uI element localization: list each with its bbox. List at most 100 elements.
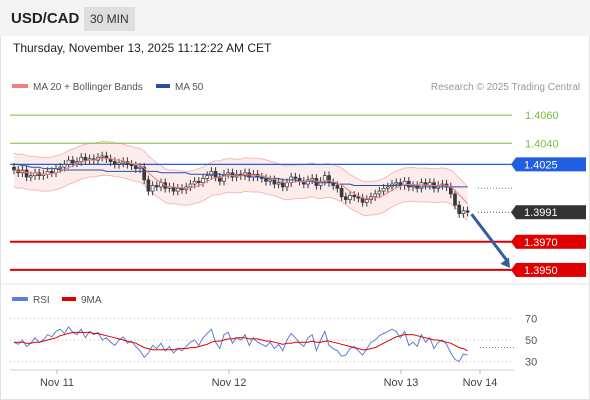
credit-text: Research © 2025 Trading Central [431, 82, 580, 93]
bollinger-band-fill [14, 141, 468, 221]
candle-body [201, 178, 205, 184]
candle-body [196, 180, 201, 184]
level-tag-pointer [511, 234, 516, 249]
projection-arrow-shaft [470, 213, 510, 263]
candle-body [192, 180, 197, 185]
candle-body [461, 210, 466, 214]
candle-body [268, 179, 273, 182]
ma50-legend-swatch [156, 84, 170, 88]
candle-body [453, 193, 457, 206]
level-tag-pointer [511, 157, 516, 172]
candle-body [62, 164, 67, 168]
candle-body [150, 185, 155, 192]
candle-body [339, 187, 344, 198]
candle-body [58, 166, 63, 169]
time-axis-ticks: Nov 11 Nov 12 Nov 13 Nov 14 [40, 370, 497, 389]
candle-body [226, 172, 231, 175]
rsi-tick-label: 70 [525, 313, 537, 325]
candle-body [133, 165, 138, 169]
candle-body [293, 176, 298, 179]
bb-legend-swatch [12, 84, 28, 88]
symbol-title: USD/CAD [11, 10, 80, 27]
level-tag-label: 1.3970 [524, 237, 558, 249]
candle-body [100, 155, 105, 158]
level-tag-bg [516, 262, 586, 277]
level-label: 1.4060 [525, 110, 559, 122]
candle-body [222, 173, 226, 182]
candle-body [142, 166, 147, 181]
candle-body [356, 196, 361, 199]
candle-body [129, 164, 134, 167]
candle-body [385, 186, 390, 189]
level-tag-pointer [511, 262, 516, 277]
candle-body [381, 187, 386, 192]
level-tag-pointer [511, 205, 516, 220]
candle-body [154, 185, 159, 188]
candle-body [306, 179, 310, 185]
rsi-ma-line [14, 331, 468, 352]
candle-body [79, 156, 84, 162]
ma50-legend-label: MA 50 [175, 82, 204, 93]
candle-body [49, 171, 54, 174]
candle-body [348, 194, 352, 200]
candle-body [138, 166, 142, 169]
rsi-tick-label: 50 [525, 335, 537, 347]
level-tag-bg [516, 234, 586, 249]
candle-body [360, 197, 365, 203]
candle-body [117, 162, 121, 165]
candle-body [24, 169, 29, 178]
candle-body [280, 182, 285, 188]
candle-body [12, 166, 16, 171]
candle-body [272, 179, 277, 185]
timestamp: Thursday, November 13, 2025 11:12:22 AM … [13, 41, 272, 55]
candle-body [70, 159, 75, 164]
candle-body [175, 187, 180, 192]
bollinger-bands [13, 140, 468, 222]
level-tag-bg [516, 205, 586, 220]
level-tag-label: 1.3950 [524, 265, 558, 277]
rsi-ma-legend-label: 9MA [81, 295, 102, 306]
bollinger-lower-line [13, 174, 468, 222]
candle-body [146, 179, 151, 192]
rsi-panel: 70 50 30 [10, 313, 537, 369]
time-tick-label: Nov 11 [40, 377, 74, 389]
projection-arrow-head [500, 257, 510, 268]
candle-body [217, 176, 222, 182]
candle-body [394, 182, 399, 185]
candle-body [180, 187, 184, 191]
projection-arrow [470, 213, 510, 268]
level-tag-label: 1.4025 [524, 159, 558, 171]
candle-body [209, 171, 214, 176]
candle-body [121, 161, 126, 164]
candle-body [66, 159, 71, 165]
header-bar: USD/CAD 30 MIN [0, 0, 590, 36]
candle-body [45, 171, 50, 175]
candle-body [343, 196, 348, 200]
rsi-tick-label: 30 [525, 357, 537, 369]
candle-body [112, 161, 117, 165]
rsi-legend-swatch [12, 297, 28, 301]
level-tags: 1.4060 1.4040 1.4025 1.3991 1.3970 1.3950 [511, 110, 586, 277]
candle-body [28, 175, 33, 178]
candle-body [335, 185, 340, 189]
rsi-legend-label: RSI [33, 295, 50, 306]
time-tick-label: Nov 12 [212, 377, 247, 389]
candle-body [205, 175, 210, 179]
rsi-ma-legend-swatch [62, 297, 76, 301]
candle-body [75, 161, 79, 164]
candle-body [352, 194, 357, 198]
bb-legend-label: MA 20 + Bollinger Bands [33, 82, 143, 93]
level-label: 1.4040 [525, 138, 559, 150]
time-tick-label: Nov 14 [463, 377, 498, 389]
level-tag-label: 1.3991 [524, 207, 558, 219]
timeframe-badge[interactable]: 30 MIN [84, 7, 135, 31]
candle-body [465, 210, 470, 213]
candle-body [457, 204, 462, 214]
candle-body [373, 193, 378, 198]
candle-body [276, 182, 281, 185]
level-tag-bg [516, 157, 586, 172]
rsi-line [13, 326, 468, 363]
candle-body [364, 199, 369, 203]
time-tick-label: Nov 13 [384, 377, 419, 389]
